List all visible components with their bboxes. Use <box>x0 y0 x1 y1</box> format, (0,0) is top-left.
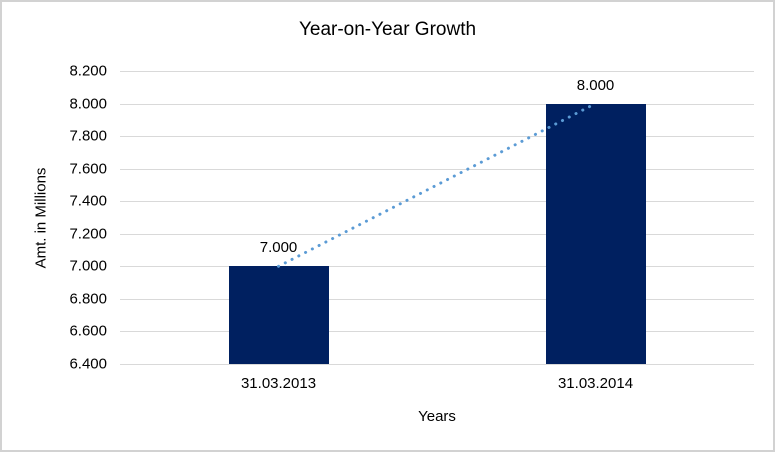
y-axis-title: Amt. in Millions <box>32 167 50 269</box>
gridline <box>120 364 754 365</box>
y-tick-label: 6.600 <box>69 322 107 340</box>
gridline <box>120 71 754 72</box>
y-tick-label: 8.200 <box>69 62 107 80</box>
y-tick-label: 7.600 <box>69 160 107 178</box>
y-tick-label: 7.800 <box>69 127 107 145</box>
y-tick-label: 8.000 <box>69 95 107 113</box>
data-label: 8.000 <box>576 76 615 94</box>
category-label: 31.03.2013 <box>240 375 317 392</box>
gridline <box>120 103 754 105</box>
y-tick-label: 7.000 <box>69 257 107 275</box>
x-axis-title: Years <box>418 408 456 425</box>
gridline <box>120 168 754 170</box>
y-tick-label: 7.400 <box>69 192 107 210</box>
data-label: 7.000 <box>259 239 298 257</box>
gridline <box>120 298 754 300</box>
y-tick-label: 6.800 <box>69 290 107 308</box>
gridline <box>120 136 754 138</box>
gridline <box>120 201 754 203</box>
bar-31.03.2013 <box>228 266 329 364</box>
bar-31.03.2014 <box>545 103 646 364</box>
chart-title: Year-on-Year Growth <box>298 19 477 40</box>
category-label: 31.03.2014 <box>557 375 634 392</box>
y-tick-label: 7.200 <box>69 225 107 243</box>
gridline <box>120 266 754 268</box>
gridline <box>120 331 754 333</box>
y-tick-label: 6.400 <box>69 355 107 373</box>
gridline <box>120 233 754 235</box>
